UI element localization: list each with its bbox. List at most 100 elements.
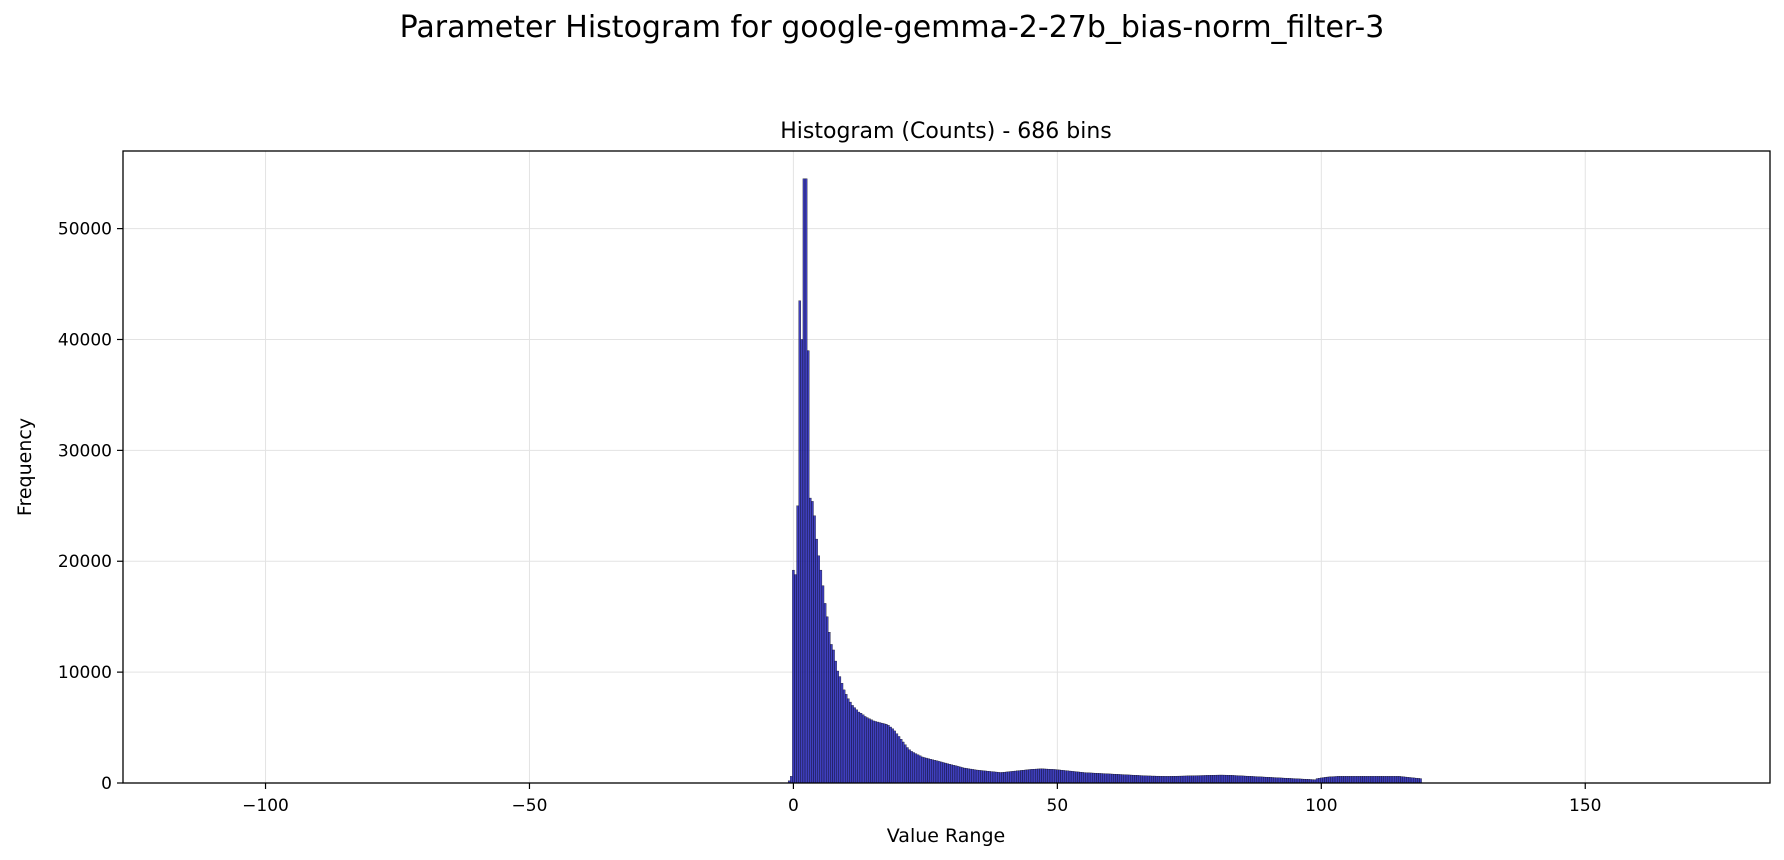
- histogram-bar: [887, 725, 890, 784]
- histogram-bar: [1007, 771, 1010, 784]
- histogram-bar: [872, 720, 875, 784]
- histogram-bar: [1355, 776, 1359, 784]
- histogram-bar: [1208, 775, 1211, 784]
- histogram-bar: [984, 770, 987, 784]
- histogram-bar: [999, 772, 1002, 784]
- histogram-bar: [1161, 776, 1165, 784]
- histogram-bar: [1094, 772, 1097, 784]
- histogram-bar: [1081, 772, 1084, 784]
- histogram-bar: [1275, 777, 1279, 784]
- histogram-bar: [944, 762, 947, 784]
- histogram-bar: [1358, 776, 1361, 784]
- histogram-bar: [908, 749, 911, 784]
- histogram-bar: [1402, 776, 1405, 784]
- histogram-bar: [1286, 778, 1289, 784]
- histogram-bar: [876, 721, 880, 784]
- histogram-bar: [1113, 773, 1116, 784]
- histogram-bar: [1195, 775, 1198, 784]
- histogram-bar: [1252, 776, 1255, 784]
- histogram-bar: [933, 760, 937, 784]
- histogram-bar: [1341, 776, 1344, 784]
- histogram-bar: [1218, 774, 1222, 784]
- y-tick-label: 20000: [58, 552, 112, 572]
- histogram-bar: [1269, 777, 1272, 784]
- histogram-bar: [1165, 776, 1169, 784]
- histogram-bar: [844, 694, 848, 784]
- histogram-bar: [1326, 776, 1329, 784]
- histogram-bar: [994, 771, 998, 784]
- histogram-bar: [965, 768, 968, 784]
- histogram-bar: [1079, 771, 1082, 784]
- histogram-bar: [895, 733, 899, 784]
- histogram-bar: [1056, 769, 1059, 784]
- histogram-bar: [1241, 775, 1245, 784]
- histogram-bar: [1332, 776, 1336, 784]
- histogram-bar: [1026, 769, 1029, 784]
- histogram-bar: [906, 747, 909, 784]
- histogram-bar: [1187, 775, 1190, 784]
- histogram-bar: [914, 753, 918, 784]
- histogram-bar: [1366, 776, 1369, 784]
- histogram-bar: [866, 717, 869, 784]
- histogram-bar: [1250, 776, 1253, 784]
- histogram-bar: [1168, 776, 1171, 784]
- histogram-bar: [868, 718, 871, 784]
- histogram-bar: [1317, 778, 1321, 784]
- histogram-bar: [889, 726, 892, 784]
- histogram-bar: [1364, 776, 1367, 784]
- histogram-bar: [885, 724, 888, 784]
- histogram-bar: [904, 744, 907, 784]
- histogram-bar: [948, 764, 951, 784]
- histogram-bar: [1070, 771, 1074, 784]
- histogram-bar: [897, 736, 901, 784]
- histogram-bar: [975, 769, 979, 784]
- histogram-bar: [1172, 776, 1175, 784]
- histogram-bar: [1324, 777, 1327, 784]
- histogram-bar: [942, 762, 945, 784]
- histogram-bar: [1248, 776, 1251, 784]
- histogram-bar: [1277, 777, 1281, 784]
- histogram-bar: [1404, 776, 1407, 784]
- histogram-bar: [1377, 776, 1380, 784]
- histogram-bar: [828, 632, 831, 784]
- figure-title: Parameter Histogram for google-gemma-2-2…: [399, 10, 1385, 45]
- histogram-bar: [986, 770, 989, 784]
- histogram-bar: [1092, 772, 1095, 784]
- histogram-bar: [1054, 769, 1057, 784]
- histogram-bar: [1271, 777, 1274, 784]
- histogram-bar: [1068, 770, 1072, 784]
- histogram-bar: [1149, 775, 1152, 784]
- histogram-bar: [874, 721, 877, 784]
- histogram-bar: [1231, 775, 1234, 784]
- histogram-bar: [1003, 771, 1006, 784]
- histogram-bar: [1104, 773, 1108, 784]
- histogram-bar: [982, 770, 985, 784]
- histogram-bar: [1400, 776, 1403, 784]
- histogram-bar: [1159, 776, 1163, 784]
- histogram-bar: [1258, 776, 1262, 784]
- histogram-bar: [1381, 776, 1384, 784]
- histogram-bar: [1284, 777, 1287, 784]
- histogram-bar: [1315, 778, 1319, 784]
- histogram-bar: [918, 755, 922, 784]
- histogram-bar: [815, 538, 818, 784]
- histogram-bar: [1035, 768, 1038, 784]
- histogram-bar: [1157, 775, 1160, 784]
- histogram-bar: [1066, 770, 1070, 784]
- histogram-bar: [1115, 774, 1118, 784]
- histogram-bar: [836, 670, 839, 784]
- histogram-bar: [1260, 776, 1264, 784]
- histogram-bar: [1119, 774, 1122, 784]
- histogram-bar: [1041, 768, 1044, 784]
- histogram-bar: [838, 676, 842, 784]
- histogram-bar: [1083, 772, 1087, 784]
- histogram-bar: [1214, 774, 1217, 784]
- x-tick-label: −50: [512, 796, 548, 816]
- histogram-bar: [1368, 776, 1372, 784]
- histogram-bar: [1001, 772, 1004, 784]
- histogram-bar: [956, 766, 960, 784]
- histogram-bar: [1062, 770, 1065, 784]
- histogram-bar: [1117, 774, 1120, 784]
- histogram-bar: [1191, 775, 1194, 784]
- histogram-bar: [870, 719, 873, 784]
